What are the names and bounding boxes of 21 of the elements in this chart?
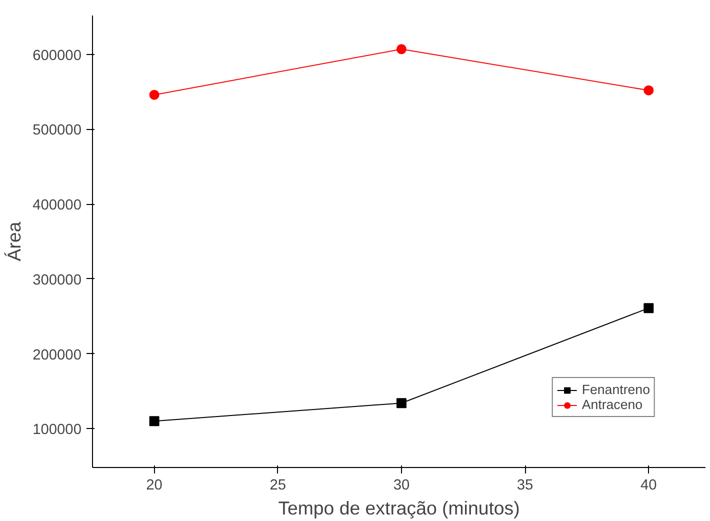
point [149, 416, 160, 426]
point [644, 85, 654, 96]
point [149, 90, 160, 100]
point [396, 44, 406, 54]
y-tick-label: 400000 [32, 198, 82, 214]
point [396, 398, 406, 408]
y-tick-label: 300000 [32, 272, 82, 288]
y-axis-title: Área [4, 221, 25, 262]
x-tick-label: 40 [640, 478, 657, 494]
point [644, 303, 654, 314]
y-tick-label: 200000 [32, 347, 82, 364]
legend-label: Antraceno [582, 397, 643, 412]
x-axis-title: Tempo de extração (minutos) [278, 498, 520, 518]
x-tick-label: 35 [516, 478, 534, 494]
x-tick-label: 30 [393, 478, 410, 494]
y-tick-label: 100000 [32, 422, 82, 438]
y-tick-label: 600000 [32, 48, 82, 64]
x-tick-label: 20 [146, 478, 162, 494]
legend-label: Fenantreno [582, 382, 650, 397]
x-tick-label: 25 [270, 478, 286, 494]
y-tick-label: 500000 [32, 122, 82, 139]
